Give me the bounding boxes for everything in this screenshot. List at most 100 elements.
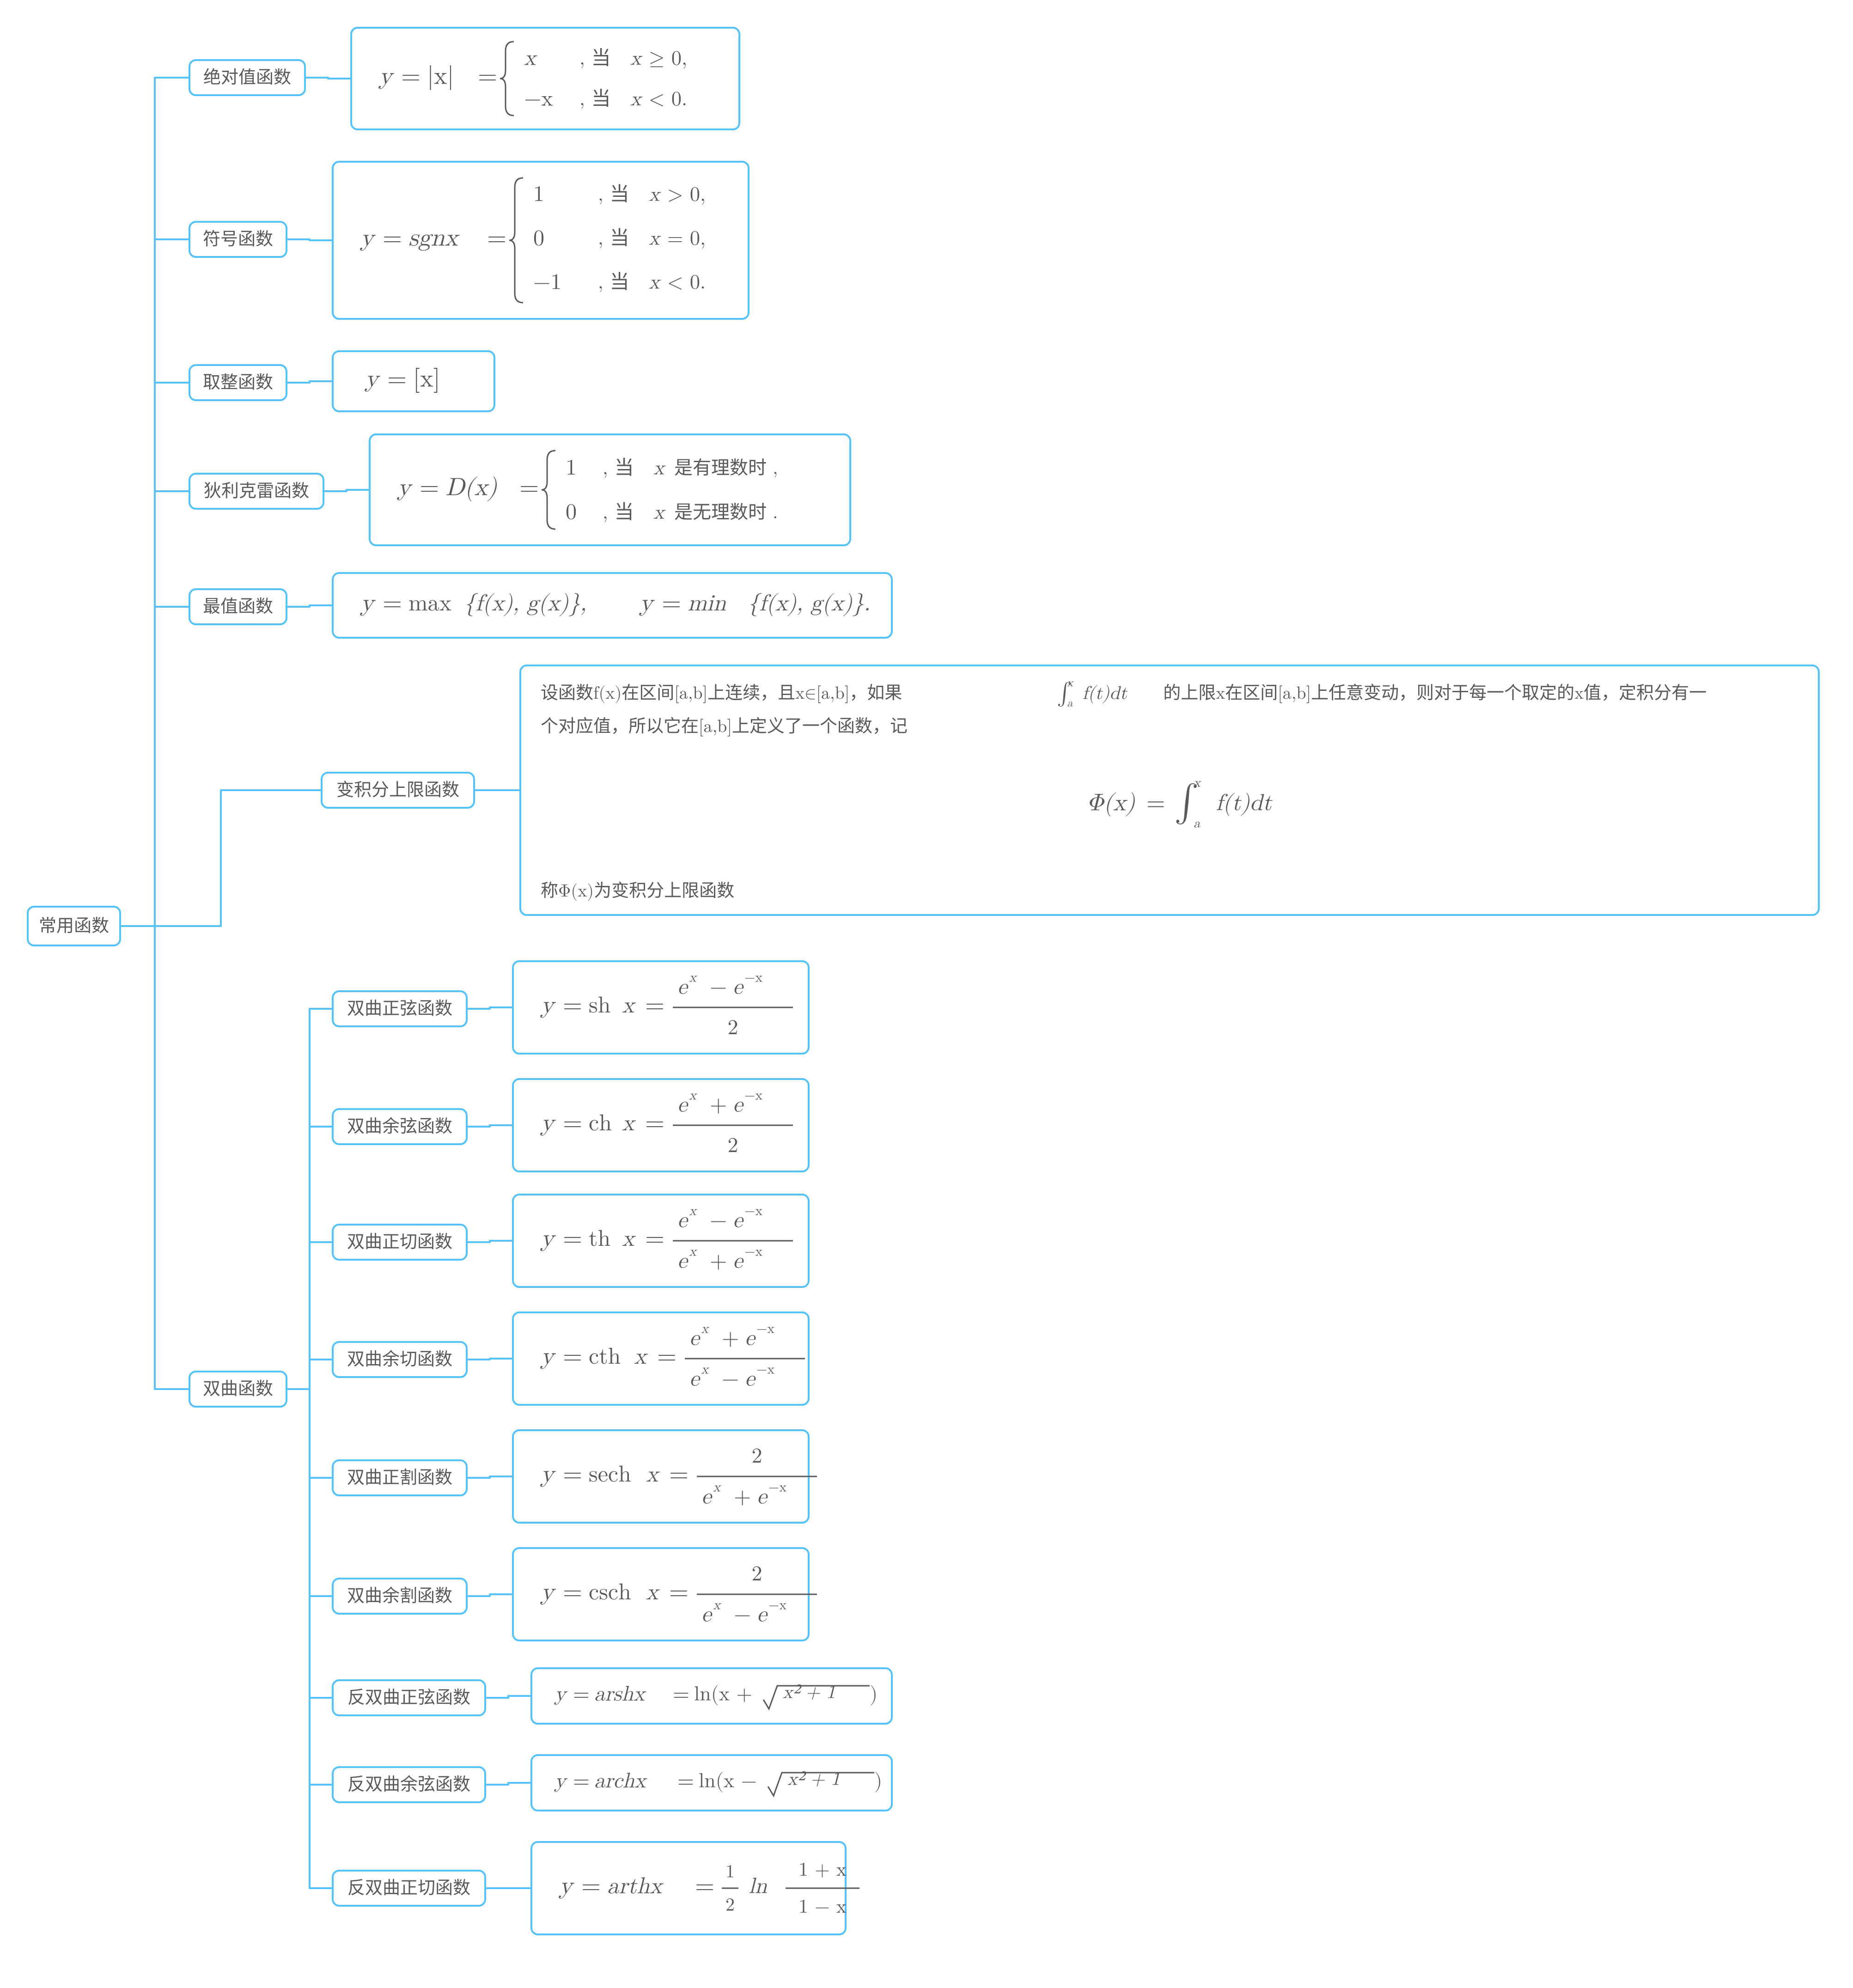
svg-text:+: + <box>734 1486 751 1508</box>
svg-text:ln(x −: ln(x − <box>699 1771 757 1792</box>
svg-text:2: 2 <box>728 1135 738 1156</box>
svg-text:1 − x: 1 − x <box>798 1897 847 1917</box>
svg-text:[x]: [x] <box>413 367 440 393</box>
svg-text:=: = <box>657 1344 677 1369</box>
svg-text:=: = <box>420 476 439 500</box>
svg-text:最值函数: 最值函数 <box>203 597 273 616</box>
svg-text:的上限x在区间[a,b]上任意变动，则对于每一个取定的x值，: 的上限x在区间[a,b]上任意变动，则对于每一个取定的x值，定积分有一 <box>1163 683 1707 703</box>
svg-text:≥ 0,: ≥ 0, <box>649 49 687 69</box>
svg-text:, 当: , 当 <box>598 184 629 205</box>
svg-text:arthx: arthx <box>607 1875 664 1898</box>
svg-text:x: x <box>653 502 666 523</box>
svg-text:2: 2 <box>752 1445 762 1467</box>
svg-text:th: th <box>589 1227 610 1250</box>
svg-text:=: = <box>573 1770 590 1792</box>
svg-text:e: e <box>701 1486 713 1508</box>
svg-text:−x: −x <box>524 88 553 110</box>
svg-text:双曲正弦函数: 双曲正弦函数 <box>347 999 452 1018</box>
svg-text:max: max <box>408 592 451 615</box>
svg-text:, 当: , 当 <box>579 88 611 109</box>
svg-text:反双曲正弦函数: 反双曲正弦函数 <box>347 1688 470 1707</box>
svg-text:2: 2 <box>728 1017 738 1038</box>
svg-text:2: 2 <box>752 1563 762 1585</box>
svg-text:arshx: arshx <box>594 1683 646 1705</box>
svg-text:=: = <box>662 591 681 616</box>
svg-text:0: 0 <box>566 501 577 524</box>
svg-text:x: x <box>649 184 661 205</box>
svg-text:f(t)dt: f(t)dt <box>1082 684 1128 704</box>
svg-text:x: x <box>622 1112 636 1135</box>
svg-text:|x|: |x| <box>427 64 454 91</box>
svg-text:−x: −x <box>744 970 762 984</box>
svg-text:e: e <box>733 1094 744 1116</box>
svg-text:双曲余弦函数: 双曲余弦函数 <box>347 1117 452 1136</box>
svg-text:< 0.: < 0. <box>667 273 706 293</box>
svg-text:): ) <box>874 1771 882 1792</box>
svg-text:=: = <box>563 993 582 1018</box>
svg-text:, 当: , 当 <box>598 272 629 293</box>
svg-text:1: 1 <box>566 457 577 479</box>
svg-text:e: e <box>689 1368 701 1390</box>
svg-text:变积分上限函数: 变积分上限函数 <box>336 781 459 800</box>
svg-text:e: e <box>757 1486 768 1508</box>
svg-text:个对应值，所以它在[a,b]上定义了一个函数，记: 个对应值，所以它在[a,b]上定义了一个函数，记 <box>541 717 908 737</box>
svg-text:x: x <box>634 1345 648 1368</box>
svg-text:取整函数: 取整函数 <box>203 373 273 392</box>
svg-text:=: = <box>669 1462 689 1487</box>
svg-text:e: e <box>677 1094 689 1116</box>
svg-text:=: = <box>677 1770 694 1792</box>
svg-text:符号函数: 符号函数 <box>203 230 273 249</box>
svg-text:a: a <box>1067 698 1073 709</box>
svg-text:−x: −x <box>744 1204 762 1218</box>
svg-text:x: x <box>649 228 661 249</box>
svg-text:+: + <box>710 1250 727 1272</box>
svg-text:双曲函数: 双曲函数 <box>203 1379 273 1399</box>
svg-text:−x: −x <box>768 1598 786 1612</box>
svg-text:cth: cth <box>589 1345 621 1368</box>
svg-text:e: e <box>677 1209 689 1232</box>
svg-text:{f(x), g(x)},: {f(x), g(x)}, <box>464 592 586 616</box>
svg-text:双曲正割函数: 双曲正割函数 <box>347 1468 452 1488</box>
svg-text:−x: −x <box>756 1362 774 1376</box>
svg-text:x: x <box>630 49 643 69</box>
svg-text:+: + <box>710 1094 727 1116</box>
svg-text:=: = <box>563 1226 582 1251</box>
svg-text:−: − <box>710 1209 727 1232</box>
svg-text:狄利克雷函数: 狄利克雷函数 <box>204 482 309 501</box>
svg-text:D(x): D(x) <box>445 476 498 502</box>
svg-text:sh: sh <box>589 994 611 1017</box>
svg-text:ln: ln <box>749 1875 767 1897</box>
svg-text:=: = <box>519 476 539 500</box>
svg-text:1: 1 <box>533 183 544 206</box>
svg-text:是无理数时 .: 是无理数时 . <box>674 502 778 522</box>
svg-text:=: = <box>563 1462 582 1487</box>
svg-text:e: e <box>733 1250 744 1272</box>
svg-text:a: a <box>1194 817 1201 830</box>
svg-text:, 当: , 当 <box>598 228 629 249</box>
svg-text:=: = <box>1146 792 1165 816</box>
svg-text:双曲余割函数: 双曲余割函数 <box>347 1586 452 1606</box>
svg-text:=: = <box>401 64 421 89</box>
svg-text:min: min <box>688 592 726 615</box>
svg-text:): ) <box>870 1684 878 1705</box>
svg-text:, 当: , 当 <box>603 502 634 523</box>
svg-text:1 + x: 1 + x <box>798 1860 847 1880</box>
svg-text:双曲余切函数: 双曲余切函数 <box>347 1350 452 1369</box>
svg-text:=: = <box>563 1344 582 1369</box>
svg-text:ln(x +: ln(x + <box>694 1684 752 1705</box>
svg-text:e: e <box>689 1327 701 1349</box>
svg-text:0: 0 <box>533 227 544 250</box>
svg-text:e: e <box>677 1250 689 1272</box>
svg-text:sgnx: sgnx <box>408 226 460 251</box>
svg-text:反双曲余弦函数: 反双曲余弦函数 <box>347 1775 470 1794</box>
svg-text:sech: sech <box>589 1463 631 1486</box>
svg-text:−: − <box>710 976 727 998</box>
svg-text:archx: archx <box>594 1770 647 1792</box>
svg-text:=: = <box>645 993 664 1018</box>
svg-text:=: = <box>645 1226 664 1251</box>
svg-text:x: x <box>649 273 661 293</box>
svg-text:= 0,: = 0, <box>667 228 706 249</box>
svg-text:=: = <box>383 226 402 251</box>
svg-text:−x: −x <box>756 1322 774 1335</box>
svg-text:csch: csch <box>589 1581 631 1604</box>
